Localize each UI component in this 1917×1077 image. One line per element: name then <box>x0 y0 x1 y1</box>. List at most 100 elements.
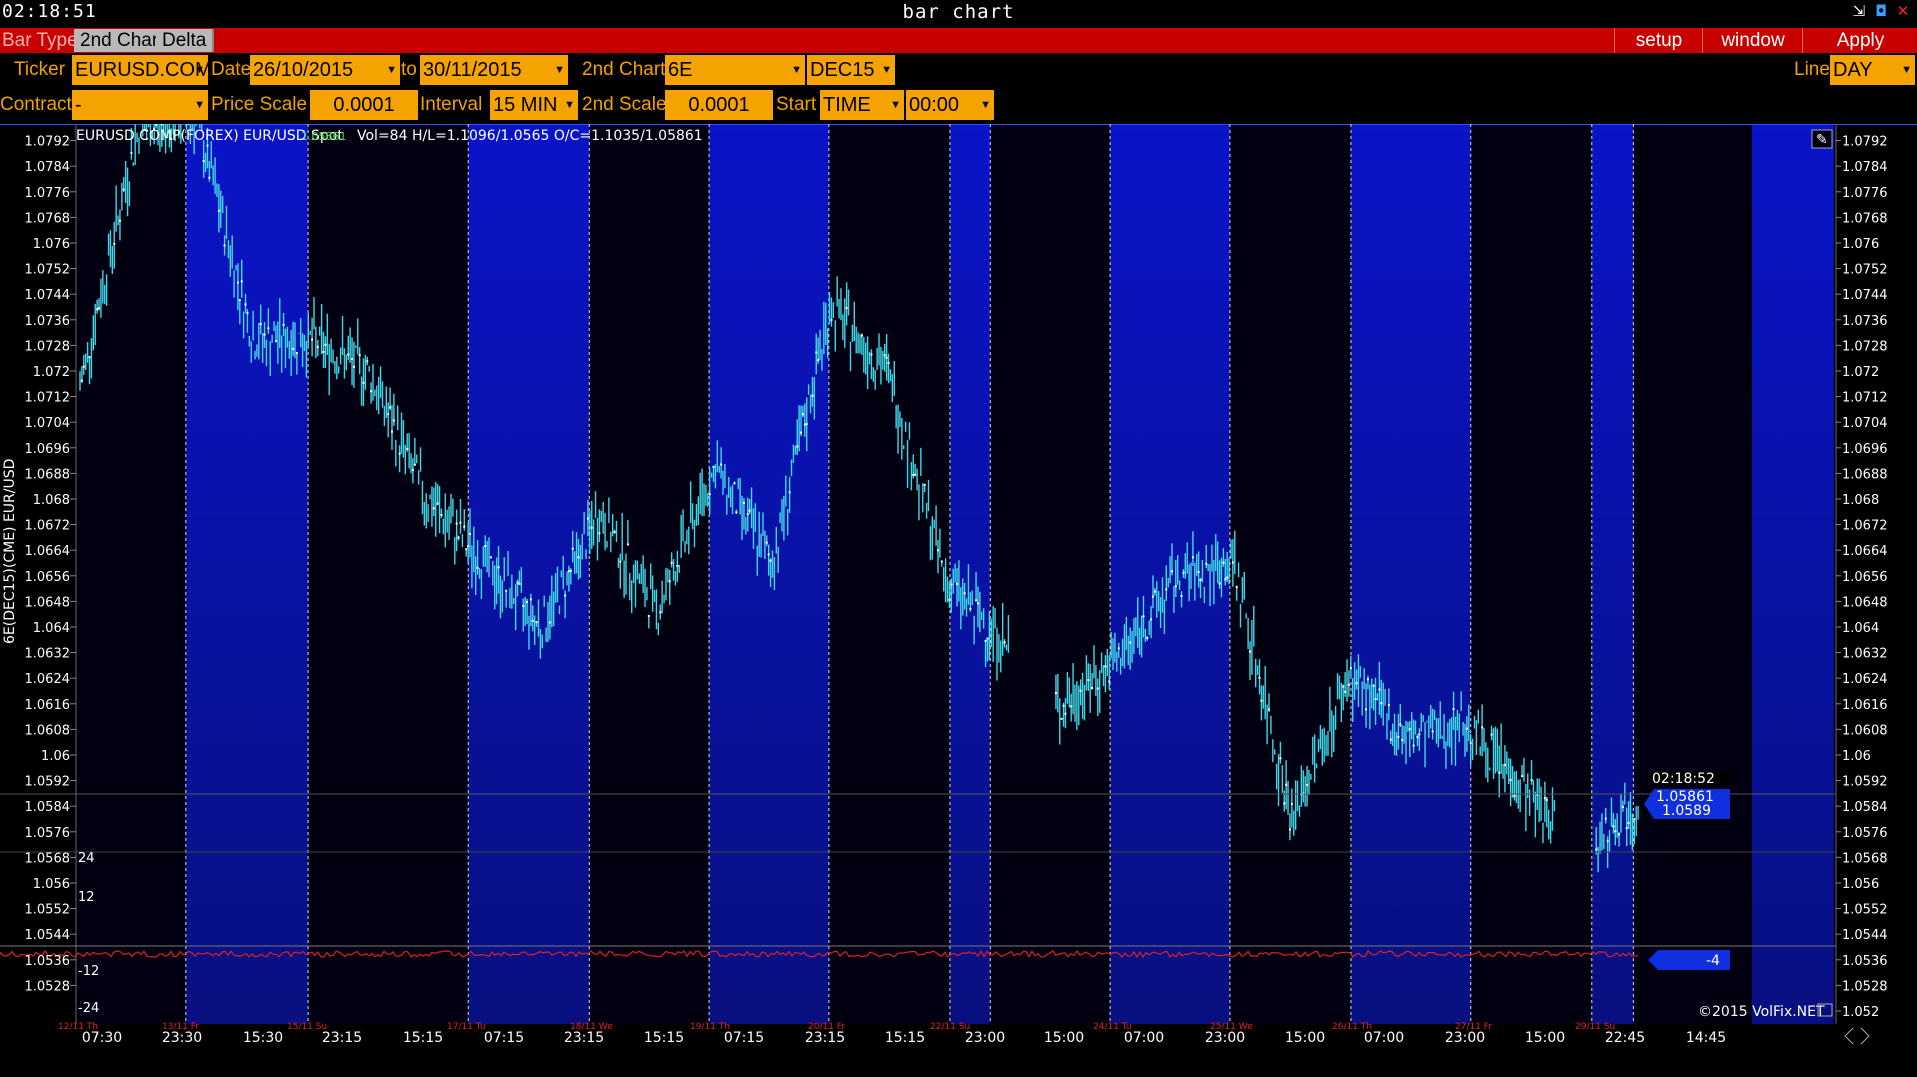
draw-tool-button[interactable] <box>1811 129 1833 149</box>
chevron-down-icon[interactable]: ▼ <box>791 64 802 76</box>
chevron-down-icon[interactable]: ▼ <box>554 64 565 76</box>
right-tick-label: 1.0792 <box>1842 135 1888 150</box>
price-tick <box>259 322 262 325</box>
left-tick-label: 1.0648 <box>25 595 71 610</box>
price-tick <box>1182 571 1185 574</box>
left-tick-label: 1.0696 <box>25 442 71 457</box>
delta-panel <box>0 949 1639 959</box>
price-tick <box>1153 590 1156 593</box>
left-tick-label: 1.068 <box>33 493 70 508</box>
price-tick <box>413 463 416 466</box>
price-tick <box>130 151 133 154</box>
start-time-field[interactable]: 00:00 ▼ <box>906 90 994 120</box>
right-tick-label: 1.0648 <box>1842 595 1888 610</box>
tab-delta[interactable]: Delta <box>156 29 215 52</box>
right-tick-label: 1.0624 <box>1842 672 1888 687</box>
pencil-icon[interactable]: ✎ <box>1816 132 1828 148</box>
price-tick <box>815 351 818 354</box>
price-tick <box>1096 687 1099 690</box>
price-tick <box>1222 561 1225 564</box>
left-tick-label: 1.0552 <box>25 903 71 918</box>
expand-icon[interactable] <box>1817 1003 1833 1017</box>
price-tick <box>914 473 917 476</box>
price-tick <box>238 299 241 302</box>
interval-field[interactable]: 15 MIN ▼ <box>490 90 578 120</box>
contract-field[interactable]: - ▼ <box>72 90 208 120</box>
date-label: 27/11 Fr <box>1455 1022 1492 1032</box>
price-tick <box>1260 699 1263 702</box>
price-tick <box>1418 733 1421 736</box>
chevron-down-icon[interactable]: ▼ <box>980 99 991 111</box>
left-tick-label: 1.0656 <box>25 570 71 585</box>
price-tick <box>845 307 848 310</box>
second-contract-field[interactable]: DEC15 ▼ <box>807 55 895 85</box>
chevron-down-icon[interactable]: ▼ <box>386 64 397 76</box>
right-tick-label: 1.0592 <box>1842 775 1888 790</box>
price-tick <box>1349 667 1352 670</box>
start-type-field[interactable]: TIME ▼ <box>820 90 904 120</box>
chevron-down-icon[interactable]: ▼ <box>890 99 901 111</box>
left-tick-label: 1.0632 <box>25 647 71 662</box>
bar-type-label[interactable]: Bar Type <box>2 30 78 51</box>
session-band <box>1591 124 1634 1024</box>
price-tick <box>463 525 466 528</box>
price-tick <box>950 583 953 586</box>
date-label: 26/11 Th <box>1332 1022 1372 1032</box>
price-tick <box>98 307 101 310</box>
price-tick <box>82 365 85 368</box>
bar-chart-area[interactable]: 1.081.07921.07841.07761.07681.0761.07521… <box>0 124 1917 1077</box>
restore-icon[interactable]: ◘ <box>1875 2 1887 20</box>
price-tick <box>1503 764 1506 767</box>
price-tick <box>1060 717 1063 720</box>
price-tick <box>1062 704 1065 707</box>
price-tick <box>518 582 521 585</box>
chevron-down-icon[interactable]: ▼ <box>194 64 205 76</box>
price-tick <box>1372 684 1375 687</box>
chevron-down-icon[interactable]: ▼ <box>194 99 205 111</box>
price-scale-field[interactable]: 0.0001 <box>310 90 418 120</box>
right-tick-label: 1.0576 <box>1842 826 1888 841</box>
apply-button[interactable]: Apply <box>1802 28 1917 53</box>
date-from-field[interactable]: 26/10/2015 ▼ <box>250 55 400 85</box>
chevron-down-icon[interactable]: ▼ <box>1901 64 1912 76</box>
price-tick <box>476 566 479 569</box>
window-button[interactable]: window <box>1702 28 1803 53</box>
price-tick <box>1627 821 1630 824</box>
second-scale-field[interactable]: 0.0001 <box>665 90 773 120</box>
price-tick <box>535 621 538 624</box>
price-tick <box>322 350 325 353</box>
date-to-field[interactable]: 30/11/2015 ▼ <box>420 55 568 85</box>
price-tick <box>613 531 616 534</box>
price-tick <box>733 482 736 485</box>
price-tick <box>352 365 355 368</box>
chevron-down-icon[interactable]: ▼ <box>881 64 892 76</box>
left-tick-label: 1.0784 <box>25 160 71 175</box>
price-tick <box>398 452 401 455</box>
chevron-down-icon[interactable]: ▼ <box>564 99 575 111</box>
clock: 02:18:51 <box>2 1 97 22</box>
second-scale-label: 2nd Scale <box>582 94 667 115</box>
minimize-icon[interactable]: ⇲ <box>1852 2 1866 20</box>
time-axis: 07:30 23:30 15:30 23:15 15:15 07:15 23:15 15:15… <box>58 1022 1726 1046</box>
right-tick-label: 1.0552 <box>1842 903 1888 918</box>
tab-2nd-chart[interactable]: 2nd Chart <box>74 29 172 52</box>
price-tick <box>1469 741 1472 744</box>
close-icon[interactable]: ✕ <box>1896 2 1910 20</box>
ticker-field[interactable]: EURUSD.COM ▼ <box>72 55 208 85</box>
price-tick <box>1342 685 1345 688</box>
price-tick <box>1621 805 1624 808</box>
price-tick <box>1408 728 1411 731</box>
time-label: 07:00 <box>1364 1030 1404 1046</box>
price-tick <box>143 128 146 131</box>
scroll-left-icon[interactable] <box>1844 1027 1854 1045</box>
second-chart-field[interactable]: 6E ▼ <box>665 55 805 85</box>
setup-button[interactable]: setup <box>1614 28 1703 53</box>
price-tick <box>564 594 567 597</box>
right-tick-label: 1.056 <box>1842 877 1879 892</box>
price-tick <box>1365 708 1368 711</box>
scroll-right-icon[interactable] <box>1860 1027 1870 1045</box>
price-tick <box>963 592 966 595</box>
line-field[interactable]: DAY ▼ <box>1830 55 1915 85</box>
right-tick-label: 1.0696 <box>1842 442 1888 457</box>
time-label: 23:15 <box>322 1030 362 1046</box>
